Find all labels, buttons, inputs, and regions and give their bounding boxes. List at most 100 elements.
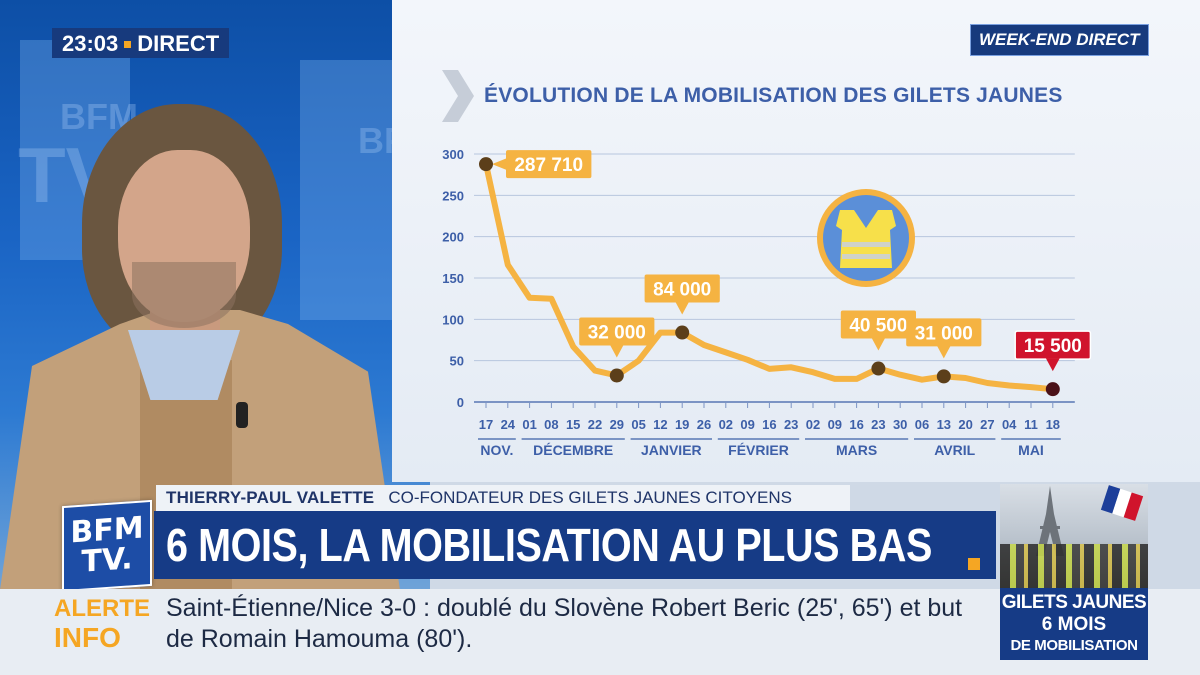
callout-pointer <box>492 158 507 171</box>
x-tick-label: 17 <box>479 417 493 432</box>
month-label: MARS <box>836 442 877 458</box>
x-tick-label: 29 <box>610 417 624 432</box>
live-clock-badge: 23:03 DIRECT <box>52 28 230 58</box>
x-tick-label: 16 <box>849 417 863 432</box>
logo-line-2: TV. <box>81 541 133 580</box>
x-tick-label: 08 <box>544 417 558 432</box>
x-tick-label: 26 <box>697 417 711 432</box>
series-line <box>483 161 1056 393</box>
y-tick-label: 300 <box>442 147 464 162</box>
month-label: NOV. <box>480 442 513 458</box>
live-label: DIRECT <box>137 31 220 56</box>
x-tick-label: 02 <box>806 417 820 432</box>
x-tick-label: 18 <box>1046 417 1060 432</box>
y-tick-label: 0 <box>457 395 464 410</box>
x-tick-label: 16 <box>762 417 776 432</box>
french-flag-icon <box>1100 485 1144 521</box>
yellow-vest-icon <box>817 189 915 287</box>
x-tick-label: 11 <box>1024 417 1038 432</box>
headline-accent <box>968 558 980 570</box>
speaker-strap: THIERRY-PAUL VALETTE CO-FONDATEUR DES GI… <box>156 485 850 511</box>
data-point <box>871 361 886 376</box>
x-tick-label: 01 <box>522 417 536 432</box>
chevron-right-icon <box>442 70 474 122</box>
callout-label: 40 500 <box>849 316 907 337</box>
program-badge: WEEK-END DIRECT <box>970 24 1149 56</box>
thumbnail-line-1: GILETS JAUNES <box>1001 592 1147 613</box>
chart-x-axis: 17 24 01 08 15 22 29 05 12 19 26 02 09 16 23 02 09 16 23 30… <box>478 402 1061 458</box>
callout-label: 32 000 <box>588 323 646 344</box>
thumbnail-caption: GILETS JAUNES 6 MOIS DE MOBILISATION <box>1000 588 1148 660</box>
data-point <box>936 369 951 384</box>
callout-pointer <box>609 344 624 358</box>
x-tick-label: 23 <box>784 417 798 432</box>
y-tick-label: 200 <box>442 230 464 245</box>
speaker-title: CO-FONDATEUR DES GILETS JAUNES CITOYENS <box>388 488 792 507</box>
month-label: FÉVRIER <box>728 442 789 458</box>
callout-pointer <box>675 301 690 315</box>
callout-box <box>644 274 720 303</box>
x-tick-label: 15 <box>566 417 580 432</box>
live-dot-icon <box>124 40 132 48</box>
x-tick-label: 20 <box>958 417 972 432</box>
x-tick-label: 19 <box>675 417 689 432</box>
callout-pointer <box>936 345 951 359</box>
y-tick-label: 150 <box>442 271 464 286</box>
chart-title: ÉVOLUTION DE LA MOBILISATION DES GILETS … <box>484 84 1063 107</box>
clock-time: 23:03 <box>62 31 119 56</box>
lapel-mic-icon <box>236 402 248 428</box>
x-tick-label: 05 <box>631 417 645 432</box>
chart-gridlines <box>474 153 1075 403</box>
chart-callouts: 287 710 32 000 84 000 40 500 31 000 15 500 <box>479 150 1092 397</box>
x-tick-label: 06 <box>915 417 929 432</box>
callout-label: 84 000 <box>653 280 711 301</box>
month-label: MAI <box>1018 442 1044 458</box>
thumbnail-photo <box>1000 484 1148 588</box>
thumbnail-line-3: DE MOBILISATION <box>1010 637 1138 654</box>
x-tick-label: 02 <box>719 417 733 432</box>
y-tick-label: 100 <box>442 312 464 327</box>
alert-info-label: ALERTE INFO <box>54 594 150 652</box>
month-label: JANVIER <box>641 442 702 458</box>
callout-box <box>506 150 592 179</box>
y-tick-label: 50 <box>450 354 464 369</box>
guest-beard <box>132 262 236 328</box>
chart-y-axis: 0 50 100 150 200 250 300 <box>442 147 464 410</box>
x-tick-label: 12 <box>653 417 667 432</box>
x-tick-label: 13 <box>937 417 951 432</box>
data-point <box>479 157 493 172</box>
callout-box <box>579 317 655 346</box>
ticker-text: Saint-Étienne/Nice 3-0 : doublé du Slovè… <box>166 594 963 653</box>
x-tick-label: 23 <box>871 417 885 432</box>
x-tick-label: 04 <box>1002 417 1017 432</box>
guest-shirt-collar <box>128 330 240 400</box>
alert-label-line-1: ALERTE <box>54 595 150 622</box>
speaker-name: THIERRY-PAUL VALETTE <box>166 488 375 507</box>
alert-label-line-2: INFO <box>54 622 121 653</box>
y-tick-label: 250 <box>442 188 464 203</box>
callout-pointer <box>871 337 886 351</box>
callout-box <box>840 310 916 339</box>
channel-logo: BFM TV. <box>62 499 152 593</box>
headline-strap: 6 MOIS, LA MOBILISATION AU PLUS BAS <box>154 511 996 579</box>
data-point <box>1045 382 1060 397</box>
callout-label: 31 000 <box>915 323 973 344</box>
x-tick-label: 09 <box>740 417 754 432</box>
eiffel-tower-icon <box>1036 486 1064 556</box>
crowd-silhouette <box>1000 544 1148 588</box>
data-point <box>675 325 690 340</box>
x-tick-label: 30 <box>893 417 907 432</box>
headline-text: 6 MOIS, LA MOBILISATION AU PLUS BAS <box>166 519 932 571</box>
data-point <box>609 368 624 383</box>
month-label: DÉCEMBRE <box>533 442 613 458</box>
callout-label: 15 500 <box>1024 336 1082 357</box>
x-tick-label: 22 <box>588 417 602 432</box>
callout-label: 287 710 <box>514 155 583 176</box>
x-tick-label: 27 <box>980 417 994 432</box>
month-label: AVRIL <box>934 442 975 458</box>
callout-box <box>906 318 982 347</box>
x-tick-label: 24 <box>501 417 516 432</box>
topic-thumbnail: GILETS JAUNES 6 MOIS DE MOBILISATION <box>1000 484 1148 660</box>
callout-pointer <box>1045 358 1060 372</box>
